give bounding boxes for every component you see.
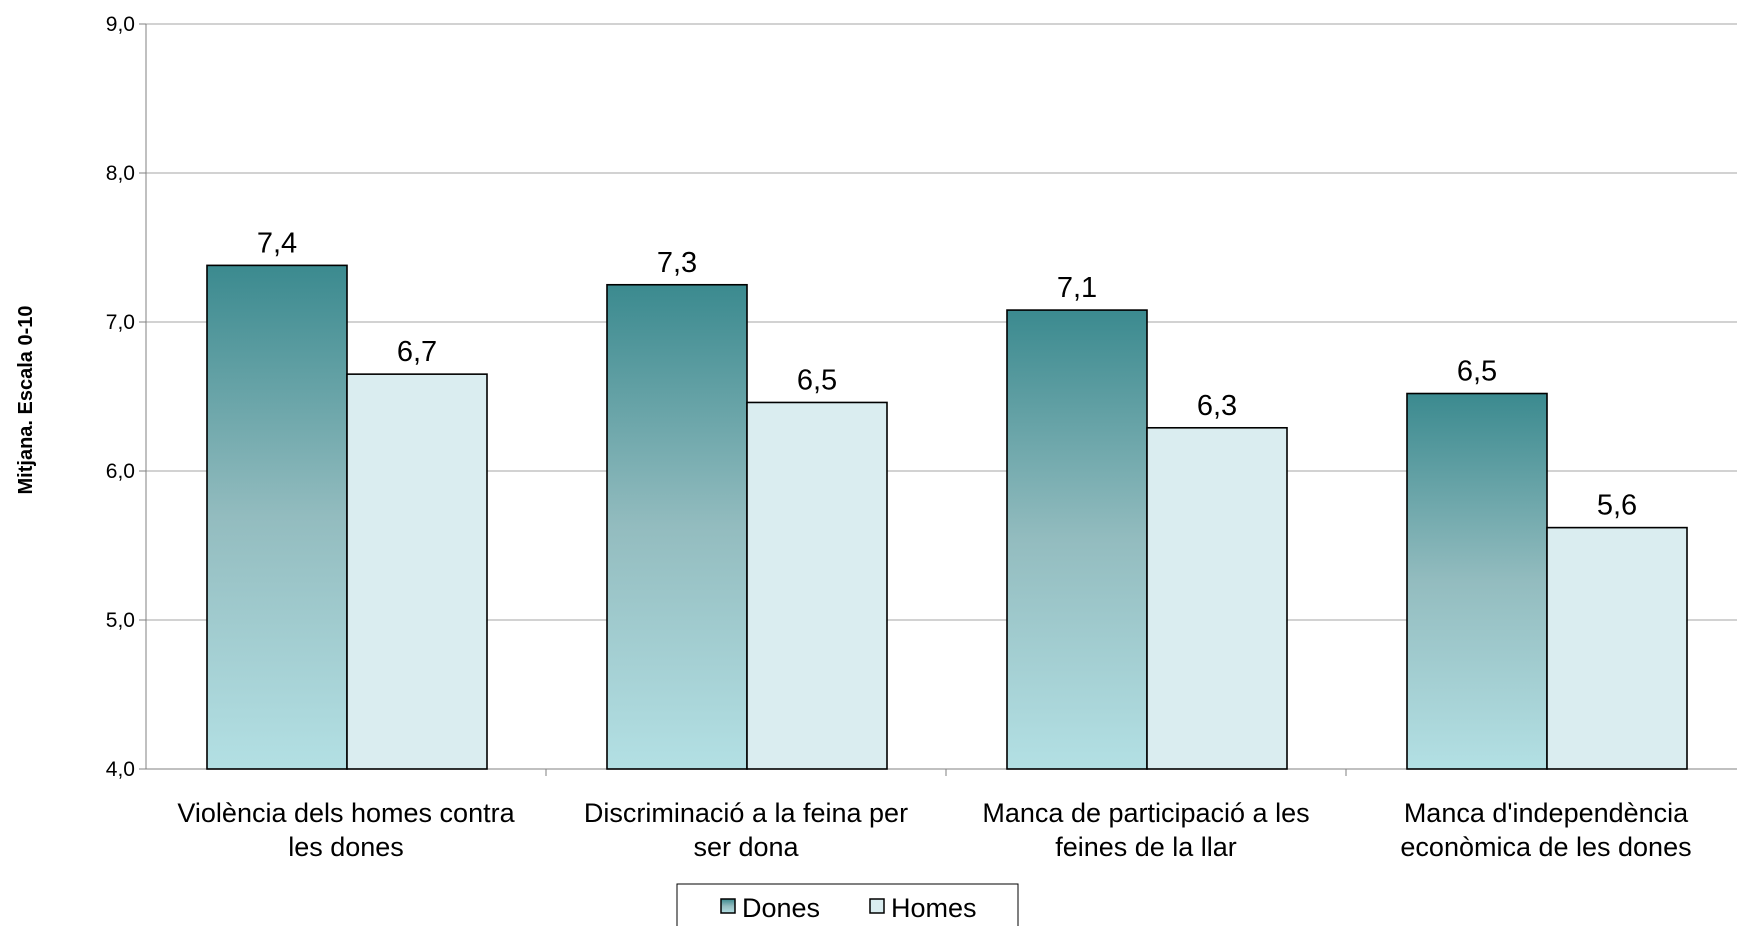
data-label: 6,7 — [397, 336, 437, 368]
x-category-label: econòmica de les dones — [1400, 832, 1691, 862]
y-tick-label: 7,0 — [106, 311, 135, 334]
bar-homes — [746, 401, 888, 770]
x-category-label: Discriminació a la feina per — [584, 798, 908, 828]
y-tick-label: 4,0 — [106, 758, 135, 781]
data-label: 7,3 — [657, 247, 697, 279]
bar-homes — [1146, 426, 1288, 770]
data-label: 5,6 — [1597, 490, 1637, 522]
data-label: 7,4 — [257, 227, 297, 259]
y-tick-label: 8,0 — [106, 162, 135, 185]
legend-swatch-dones — [720, 898, 736, 914]
y-tick-label: 5,0 — [106, 609, 135, 632]
bar-homes — [346, 373, 488, 770]
legend-label-dones: Dones — [742, 893, 820, 923]
bar-homes — [1546, 526, 1688, 770]
legend-swatch-homes — [869, 898, 885, 914]
legend: Dones Homes — [676, 883, 1019, 929]
x-category-label: feines de la llar — [1055, 832, 1237, 862]
x-category-label: Manca de participació a les — [982, 798, 1309, 828]
data-label: 6,5 — [1457, 356, 1497, 388]
y-tick-label: 6,0 — [106, 460, 135, 483]
data-label: 7,1 — [1057, 272, 1097, 304]
bars — [206, 264, 1688, 770]
data-label: 6,3 — [1197, 390, 1237, 422]
x-category-label: ser dona — [693, 832, 799, 862]
x-category-label: les dones — [288, 832, 404, 862]
data-label: 6,5 — [797, 364, 837, 396]
data-labels: 7,4 6,7 7,3 6,5 7,1 6,3 6,5 5,6 — [257, 227, 1637, 521]
x-category-label: Violència dels homes contra — [177, 798, 515, 828]
legend-label-homes: Homes — [891, 893, 977, 923]
bar-dones — [1406, 392, 1548, 770]
x-category-label: Manca d'independència — [1404, 798, 1689, 828]
y-axis-title: Mitjana. Escala 0-10 — [15, 306, 37, 495]
y-tick-label: 9,0 — [106, 13, 135, 36]
bar-dones — [1006, 309, 1148, 770]
bar-dones — [606, 283, 748, 770]
bar-dones — [206, 264, 348, 770]
